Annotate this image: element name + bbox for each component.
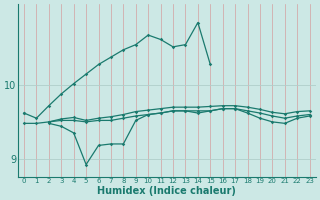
X-axis label: Humidex (Indice chaleur): Humidex (Indice chaleur)	[97, 186, 236, 196]
